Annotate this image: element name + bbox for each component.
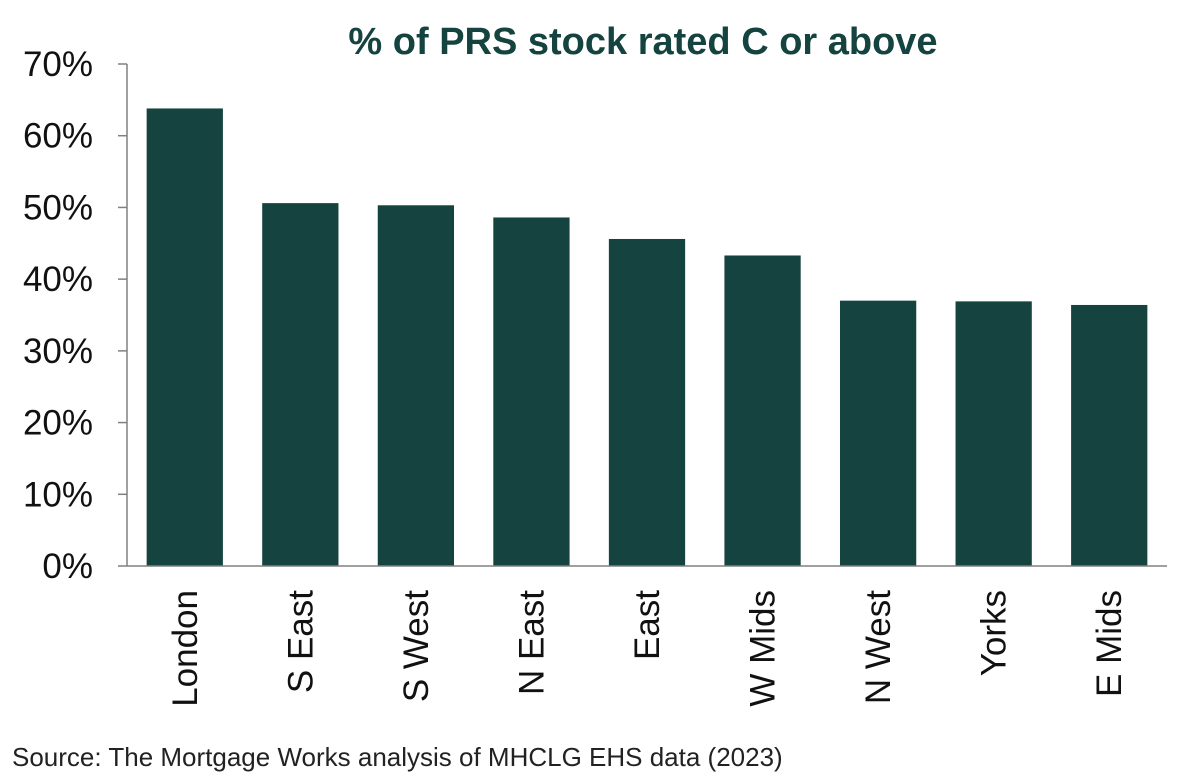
x-category-label: W Mids <box>744 590 783 707</box>
source-note: Source: The Mortgage Works analysis of M… <box>12 742 783 772</box>
x-category-label: East <box>628 590 667 660</box>
bar <box>1071 304 1148 566</box>
x-category-label: N West <box>859 590 898 704</box>
bar <box>839 300 917 566</box>
chart-title: % of PRS stock rated C or above <box>348 21 937 63</box>
bar <box>608 238 686 567</box>
y-tick-label: 50% <box>23 188 93 227</box>
x-category-label: S East <box>281 590 320 693</box>
bar <box>493 217 570 566</box>
bar <box>146 108 223 566</box>
bar <box>377 205 455 566</box>
y-tick-label: 70% <box>23 45 93 84</box>
x-category-label: S West <box>397 590 436 702</box>
x-category-label: N East <box>512 590 551 695</box>
y-tick-label: 40% <box>23 260 93 299</box>
x-axis: London S East S West N East East W Mids N West… <box>127 565 1167 707</box>
bars <box>146 108 1148 567</box>
bar <box>262 203 339 566</box>
y-tick-label: 0% <box>42 547 93 586</box>
y-tick-label: 20% <box>23 404 93 443</box>
bar <box>724 255 801 566</box>
y-tick-label: 10% <box>23 475 93 514</box>
x-category-label: E Mids <box>1090 590 1129 697</box>
x-category-label: London <box>166 590 205 707</box>
y-tick-label: 60% <box>23 117 93 156</box>
y-tick-label: 30% <box>23 332 93 371</box>
y-axis: 0% 10% 20% 30% 40% 50% 60% 70% <box>23 45 128 586</box>
x-category-label: Yorks <box>975 590 1014 676</box>
bar <box>955 301 1032 566</box>
